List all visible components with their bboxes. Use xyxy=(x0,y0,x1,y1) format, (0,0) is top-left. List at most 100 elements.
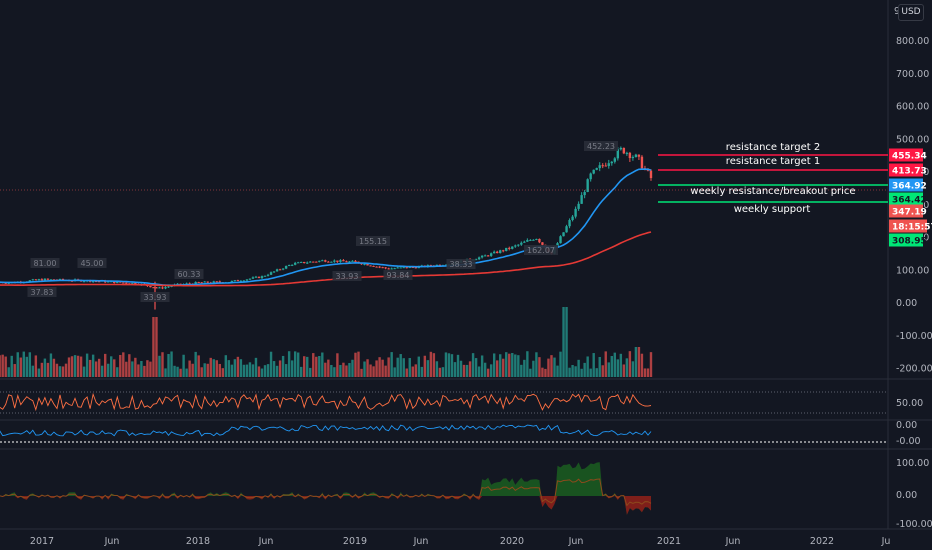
volume-bar xyxy=(122,352,125,377)
candle-body xyxy=(592,169,595,174)
x-tick-label: 2022 xyxy=(810,536,834,547)
x-tick-label: 2021 xyxy=(657,536,681,547)
volume-bar xyxy=(266,364,270,377)
volume-bar xyxy=(568,367,571,377)
volume-bar xyxy=(408,358,411,377)
candle-body xyxy=(387,268,390,270)
candle-body xyxy=(290,264,294,266)
candle-body xyxy=(263,275,267,277)
volume-bar xyxy=(161,352,164,377)
volume-bar xyxy=(254,357,258,377)
high-low-label-bg xyxy=(174,269,204,279)
volume-bar xyxy=(113,359,116,377)
candle-body xyxy=(511,246,514,249)
candle-body xyxy=(351,260,354,262)
volume-bar xyxy=(619,353,623,377)
price-tag: 347.19 xyxy=(892,208,927,218)
volume-bar xyxy=(321,352,324,377)
candle-body xyxy=(239,280,243,282)
high-low-label: 93.84 xyxy=(387,271,410,280)
y-tick-label: 0.00 xyxy=(896,298,917,309)
volume-bar xyxy=(131,361,134,377)
volume-bar xyxy=(492,353,496,377)
rsi-tick-label: 50.00 xyxy=(896,398,923,409)
volume-bar xyxy=(85,353,89,377)
high-low-label: 81.00 xyxy=(34,259,57,268)
candle-body xyxy=(538,238,541,243)
high-low-label: 33.93 xyxy=(336,272,359,281)
volume-bar xyxy=(230,364,234,377)
candle-body xyxy=(194,281,197,285)
candle-body xyxy=(399,267,402,269)
volume-bar xyxy=(284,364,288,377)
volume-bar xyxy=(357,351,360,377)
candle-body xyxy=(517,244,520,246)
candle-body xyxy=(296,262,300,264)
volume-bar xyxy=(414,364,417,377)
price-tag-bg xyxy=(889,219,927,233)
volume-bar xyxy=(514,354,517,377)
volume-bar xyxy=(526,351,529,377)
candle-body xyxy=(411,266,414,268)
candle-body xyxy=(257,276,261,279)
high-low-label: 38.33 xyxy=(450,260,473,269)
candle-body xyxy=(333,260,336,262)
volume-bar xyxy=(110,356,113,377)
candle-body xyxy=(230,280,234,283)
price-tag: 413.73 xyxy=(892,167,927,177)
volume-bar xyxy=(351,359,354,377)
volume-bar xyxy=(489,364,493,377)
candle-body xyxy=(532,239,535,241)
x-tick-label: 2019 xyxy=(343,536,367,547)
candle-body xyxy=(164,287,167,289)
candle-body xyxy=(269,272,273,275)
candle-body xyxy=(345,261,348,263)
candle-body xyxy=(526,240,529,242)
volume-bar xyxy=(595,368,598,377)
volume-bar xyxy=(426,360,430,377)
x-tick-label: Ju xyxy=(881,536,891,547)
candle-body xyxy=(598,165,601,169)
volume-bar xyxy=(179,368,182,377)
currency-selector[interactable]: USD xyxy=(898,4,924,21)
volume-bar xyxy=(107,363,110,377)
candle-body xyxy=(369,265,372,267)
momentum-tick-label: -100.00 xyxy=(896,519,932,530)
candle-body xyxy=(7,282,10,284)
volume-bar xyxy=(336,353,339,377)
price-tag-bg xyxy=(889,148,923,162)
candle-body xyxy=(284,266,288,269)
volume-bar xyxy=(532,360,535,377)
candle-body xyxy=(206,281,209,283)
candle-body xyxy=(505,247,508,251)
volume-bar xyxy=(631,361,635,377)
volume-bar xyxy=(88,359,92,377)
candle-body xyxy=(348,261,351,263)
volume-bar xyxy=(496,360,499,377)
volume-bar xyxy=(200,367,203,377)
y-tick-label: 500.00 xyxy=(896,134,929,145)
volume-bar xyxy=(300,366,303,377)
price-tag-bg xyxy=(889,163,923,177)
candle-body xyxy=(324,260,327,262)
volume-bar xyxy=(550,355,553,377)
candle-body xyxy=(260,276,264,279)
volume-bar xyxy=(459,360,463,377)
candle-body xyxy=(390,268,393,270)
candle-body xyxy=(119,281,122,283)
volume-bar xyxy=(55,363,59,377)
candle-body xyxy=(492,251,496,254)
candle-body xyxy=(637,154,641,157)
candle-body xyxy=(176,283,179,285)
candle-body xyxy=(134,282,137,285)
volume-bar xyxy=(7,367,10,377)
candle-body xyxy=(571,216,574,221)
momentum-panel: 100.00 0.00 -100.00 xyxy=(0,458,932,530)
candle-body xyxy=(610,161,613,164)
volume-bar xyxy=(375,360,378,377)
candle-body xyxy=(601,165,604,167)
volume-bar xyxy=(318,355,321,377)
volume-bar xyxy=(248,362,252,377)
volume-bar xyxy=(236,356,240,377)
